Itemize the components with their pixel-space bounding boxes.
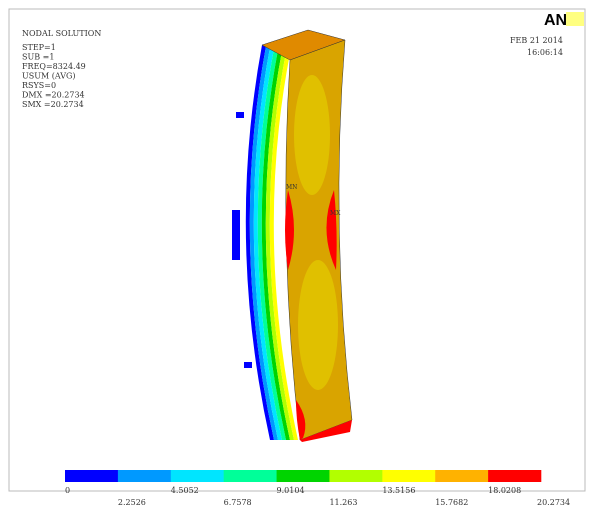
info-line: USUM (AVG) (22, 72, 76, 81)
legend-label: 11.263 (329, 498, 357, 507)
info-line: RSYS=0 (22, 81, 56, 90)
legend-label: 0 (65, 486, 70, 495)
legend-label: 6.7578 (224, 498, 252, 507)
date: FEB 21 2014 (510, 36, 563, 45)
legend-swatch (435, 470, 488, 482)
tab (244, 362, 252, 368)
legend-swatch (171, 470, 224, 482)
legend-label: 2.2526 (118, 498, 146, 507)
logo: AN (544, 12, 567, 29)
legend-swatch (382, 470, 435, 482)
legend-label: 9.0104 (277, 486, 305, 495)
hot-spot (298, 260, 338, 390)
tab (236, 112, 244, 118)
legend-label: 13.5156 (382, 486, 415, 495)
legend-swatch (488, 470, 541, 482)
info-line: STEP=1 (22, 43, 56, 52)
info-line: SUB =1 (22, 53, 54, 62)
hot-spot (294, 75, 330, 195)
legend-label: 18.0208 (488, 486, 521, 495)
legend-label: 20.2734 (537, 498, 570, 507)
legend-swatch (224, 470, 277, 482)
marker: MN (286, 184, 297, 191)
legend-swatch (329, 470, 382, 482)
legend-label: 15.7682 (435, 498, 468, 507)
marker: MX (330, 210, 341, 217)
plot-title: NODAL SOLUTION (22, 29, 101, 38)
info-line: DMX =20.2734 (22, 91, 85, 100)
info-line: FREQ=8324.49 (22, 62, 86, 71)
legend-label: 4.5052 (171, 486, 199, 495)
screen: NODAL SOLUTION FEB 21 2014 16:06:14 AN M… (0, 0, 592, 513)
time: 16:06:14 (527, 48, 563, 57)
legend-swatch (65, 470, 118, 482)
legend-swatch (118, 470, 171, 482)
info-line: SMX =20.2734 (22, 100, 84, 109)
legend-swatch (277, 470, 330, 482)
page: {"header": {"title": "NODAL SOLUTION", "… (0, 0, 592, 513)
tab (232, 210, 240, 260)
logo-bg (566, 12, 584, 26)
